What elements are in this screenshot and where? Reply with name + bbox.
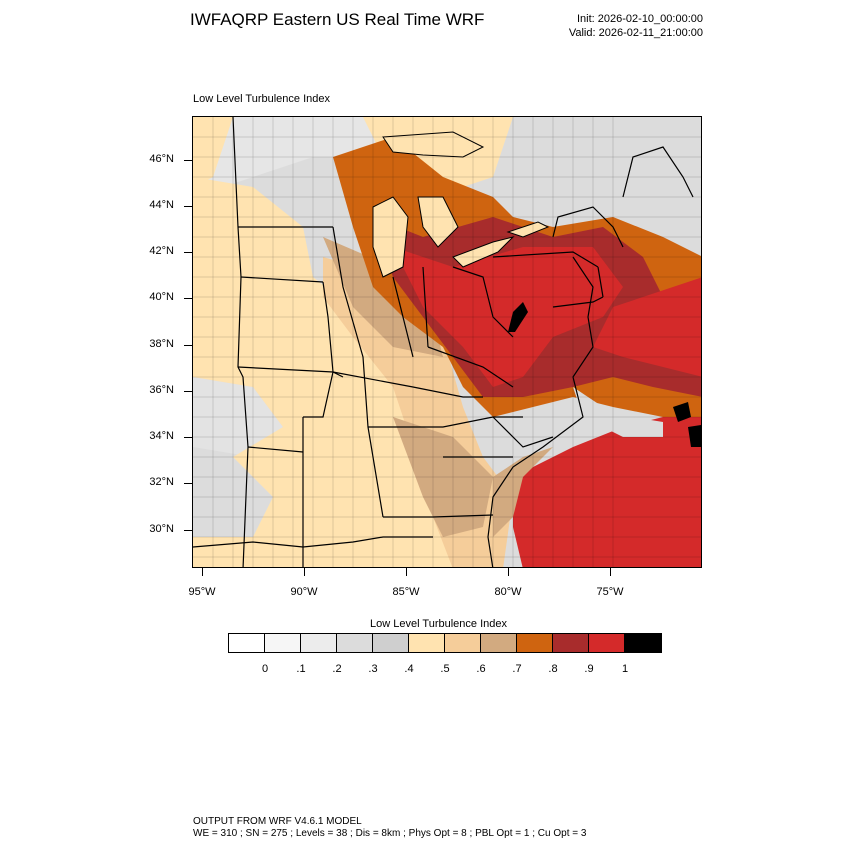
legend-swatch: [481, 634, 517, 652]
legend-label: .4: [404, 663, 414, 675]
legend-label: .6: [476, 663, 486, 675]
legend-label: .7: [512, 663, 522, 675]
legend-swatch: [445, 634, 481, 652]
lat-label: 46°N: [149, 153, 174, 165]
legend-swatch: [409, 634, 445, 652]
field-label: Low Level Turbulence Index: [193, 93, 330, 105]
lon-label: 80°W: [494, 586, 522, 598]
lon-label: 85°W: [392, 586, 420, 598]
init-time: Init: 2026-02-10_00:00:00: [577, 13, 703, 25]
lon-tick: [508, 568, 509, 576]
legend-label: .8: [548, 663, 558, 675]
lon-tick: [304, 568, 305, 576]
model-info-line2: WE = 310 ; SN = 275 ; Levels = 38 ; Dis …: [193, 828, 587, 839]
legend-label: .2: [332, 663, 342, 675]
legend-swatch: [553, 634, 589, 652]
lat-tick: [184, 252, 192, 253]
map-title: IWFAQRP Eastern US Real Time WRF: [190, 10, 485, 29]
atlantic-coastline: [487, 256, 594, 567]
lake-ontario: [506, 221, 550, 238]
legend-swatch: [229, 634, 265, 652]
lat-label: 34°N: [149, 430, 174, 442]
lat-tick: [184, 206, 192, 207]
legend-swatch: [517, 634, 553, 652]
lon-label: 95°W: [188, 586, 216, 598]
legend-label: .5: [440, 663, 450, 675]
legend-swatch: [373, 634, 409, 652]
field-region-pale-tan: [193, 177, 482, 567]
field-region-gulfstream-grey: [573, 387, 663, 437]
model-info-line1: OUTPUT FROM WRF V4.6.1 MODEL: [193, 816, 362, 827]
lon-tick: [406, 568, 407, 576]
lat-tick: [184, 298, 192, 299]
field-region-coastal-tan: [493, 447, 553, 537]
legend-title: Low Level Turbulence Index: [370, 618, 507, 630]
lat-label: 42°N: [149, 245, 174, 257]
lat-label: 38°N: [149, 338, 174, 350]
lat-tick: [184, 483, 192, 484]
lon-label: 90°W: [290, 586, 318, 598]
map-panel: [192, 116, 702, 568]
valid-time: Valid: 2026-02-11_21:00:00: [568, 27, 703, 39]
legend-label: .1: [296, 663, 306, 675]
lat-label: 30°N: [149, 523, 174, 535]
field-max-spot-ocean-2: [688, 425, 701, 447]
legend-swatch: [589, 634, 625, 652]
gulf-coastline: [193, 536, 433, 548]
turbulence-map: [193, 117, 701, 567]
legend-label: .3: [368, 663, 378, 675]
lat-tick: [184, 530, 192, 531]
legend-label: 1: [621, 663, 629, 675]
lake-erie: [452, 236, 515, 268]
legend-swatch: [625, 634, 661, 652]
lat-tick: [184, 345, 192, 346]
lat-label: 44°N: [149, 199, 174, 211]
lat-label: 40°N: [149, 291, 174, 303]
lon-label: 75°W: [596, 586, 624, 598]
field-region-red-ocean-south: [513, 417, 701, 567]
color-legend: [228, 633, 662, 653]
legend-label: .9: [584, 663, 594, 675]
lat-tick: [184, 160, 192, 161]
lat-label: 32°N: [149, 476, 174, 488]
lat-label: 36°N: [149, 384, 174, 396]
legend-swatch: [337, 634, 373, 652]
lon-tick: [610, 568, 611, 576]
legend-label: 0: [261, 663, 269, 675]
county-boundaries: [193, 117, 701, 567]
lat-tick: [184, 437, 192, 438]
lat-tick: [184, 391, 192, 392]
field-region-red-ocean-north: [593, 277, 701, 377]
legend-swatch: [265, 634, 301, 652]
lon-tick: [202, 568, 203, 576]
legend-swatch: [301, 634, 337, 652]
